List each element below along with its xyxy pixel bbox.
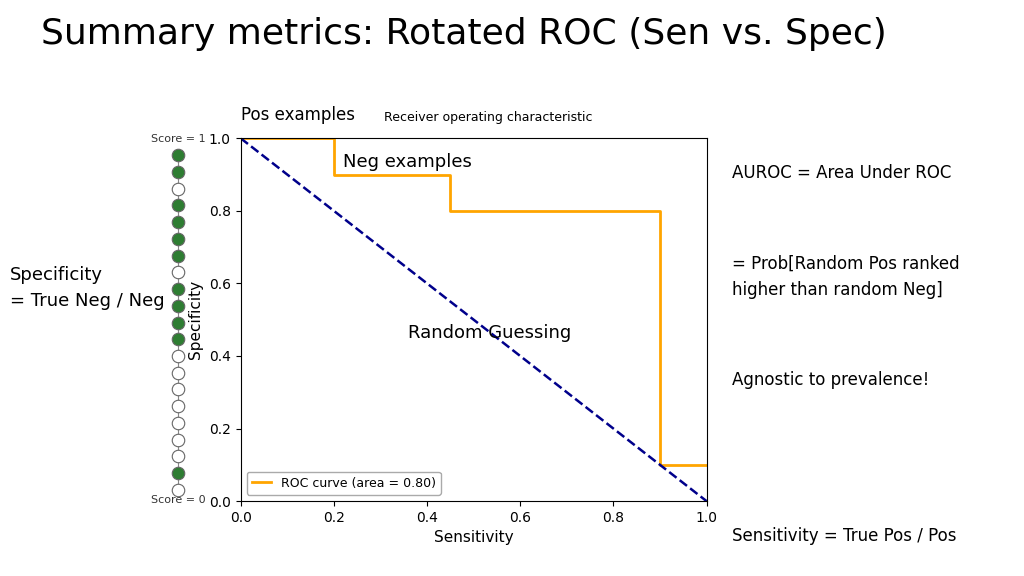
Text: = Prob[Random Pos ranked
higher than random Neg]: = Prob[Random Pos ranked higher than ran…	[732, 254, 959, 299]
Text: Score = 1: Score = 1	[151, 134, 206, 143]
ROC curve (area = 0.80)	[234, 135, 247, 142]
Text: Agnostic to prevalence!: Agnostic to prevalence!	[732, 371, 930, 389]
Text: Pos examples: Pos examples	[241, 106, 354, 124]
ROC curve (area = 0.80)	[700, 461, 713, 468]
ROC curve (area = 0.80)	[328, 135, 340, 142]
Y-axis label: Specificity: Specificity	[188, 280, 204, 359]
Text: Score = 0: Score = 0	[151, 495, 206, 505]
ROC curve (area = 0.80)	[653, 461, 666, 468]
ROC curve (area = 0.80)	[444, 207, 457, 214]
Text: AUROC = Area Under ROC: AUROC = Area Under ROC	[732, 164, 951, 182]
Legend: ROC curve (area = 0.80): ROC curve (area = 0.80)	[247, 472, 440, 495]
Text: Specificity
= True Neg / Neg: Specificity = True Neg / Neg	[10, 267, 165, 309]
Line: ROC curve (area = 0.80): ROC curve (area = 0.80)	[241, 138, 707, 465]
Text: Summary metrics: Rotated ROC (Sen vs. Spec): Summary metrics: Rotated ROC (Sen vs. Sp…	[41, 17, 887, 51]
ROC curve (area = 0.80)	[653, 207, 666, 214]
X-axis label: Sensitivity: Sensitivity	[434, 530, 513, 545]
Text: Receiver operating characteristic: Receiver operating characteristic	[384, 111, 593, 124]
Text: Sensitivity = True Pos / Pos: Sensitivity = True Pos / Pos	[732, 526, 956, 545]
Text: Neg examples: Neg examples	[343, 153, 472, 171]
ROC curve (area = 0.80)	[444, 171, 457, 178]
ROC curve (area = 0.80)	[328, 171, 340, 178]
Text: Random Guessing: Random Guessing	[409, 324, 571, 342]
